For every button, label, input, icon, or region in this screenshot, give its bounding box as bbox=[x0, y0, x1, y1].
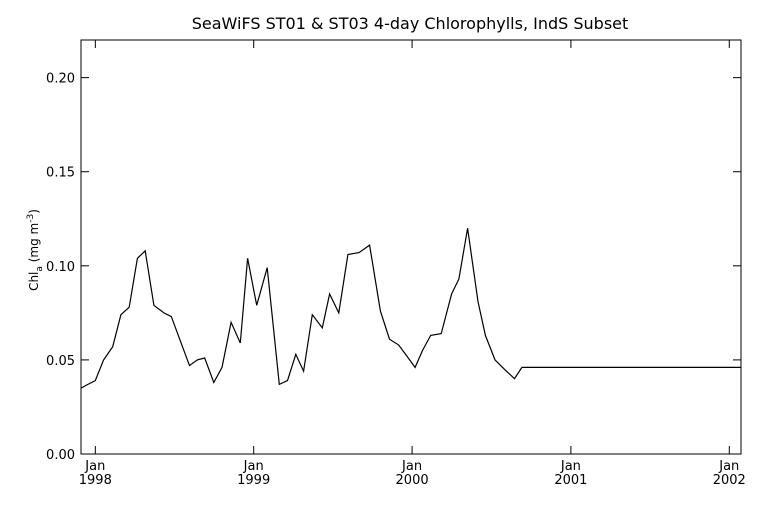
plot-frame bbox=[80, 39, 742, 455]
chart-title: SeaWiFS ST01 & ST03 4-day Chlorophylls, … bbox=[192, 14, 629, 33]
x-tick-year-label: 2000 bbox=[396, 473, 429, 488]
x-tick-month-label: Jan bbox=[243, 459, 264, 474]
y-tick-label: 0.20 bbox=[46, 72, 75, 87]
y-tick-label: 0.15 bbox=[46, 166, 75, 181]
y-tick-label: 0.00 bbox=[46, 448, 75, 463]
y-tick-label: 0.05 bbox=[46, 354, 75, 369]
series-layer bbox=[80, 228, 741, 389]
x-tick-year-label: 1998 bbox=[79, 473, 112, 488]
x-tick-year-label: 2002 bbox=[713, 473, 746, 488]
y-axis-label: Chla (mg m-3) bbox=[26, 209, 45, 291]
x-tick-month-label: Jan bbox=[560, 459, 581, 474]
y-tick-label: 0.10 bbox=[46, 260, 75, 275]
y-axis: 0.00 0.05 0.10 0.15 0.20 bbox=[46, 72, 741, 463]
x-tick-year-label: 1999 bbox=[237, 473, 270, 488]
x-tick-year-label: 2001 bbox=[554, 473, 587, 488]
x-tick-month-label: Jan bbox=[84, 459, 105, 474]
series-line-0 bbox=[80, 228, 741, 389]
x-tick-month-label: Jan bbox=[718, 459, 739, 474]
x-tick-month-label: Jan bbox=[401, 459, 422, 474]
